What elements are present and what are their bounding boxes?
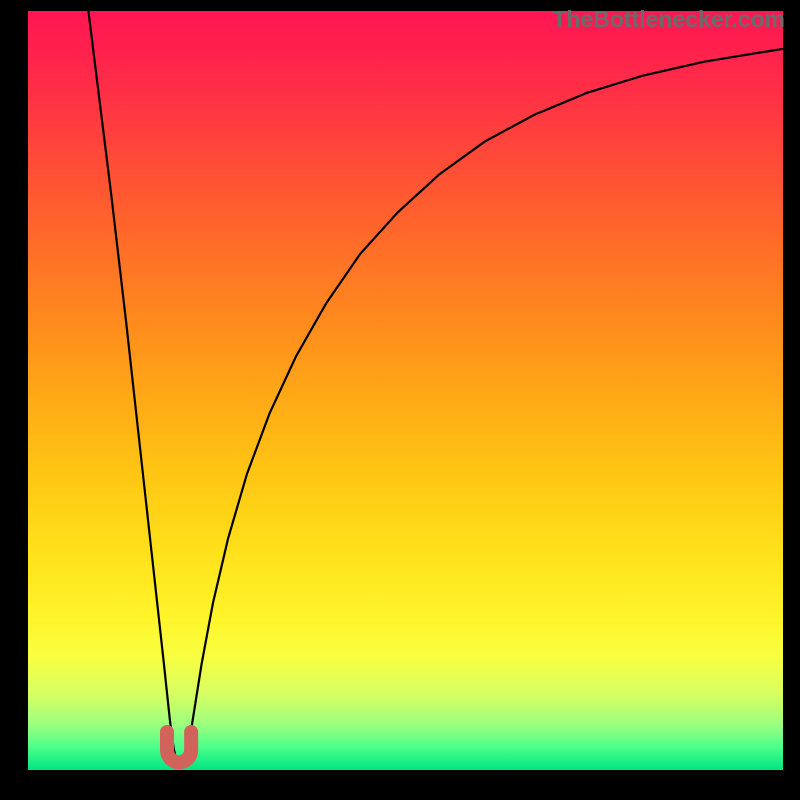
optimal-marker (153, 718, 205, 776)
chart-container: TheBottlenecker.com (0, 0, 800, 800)
plot-area (28, 11, 783, 770)
bottleneck-curve (28, 11, 783, 770)
watermark-text: TheBottlenecker.com (552, 6, 785, 33)
